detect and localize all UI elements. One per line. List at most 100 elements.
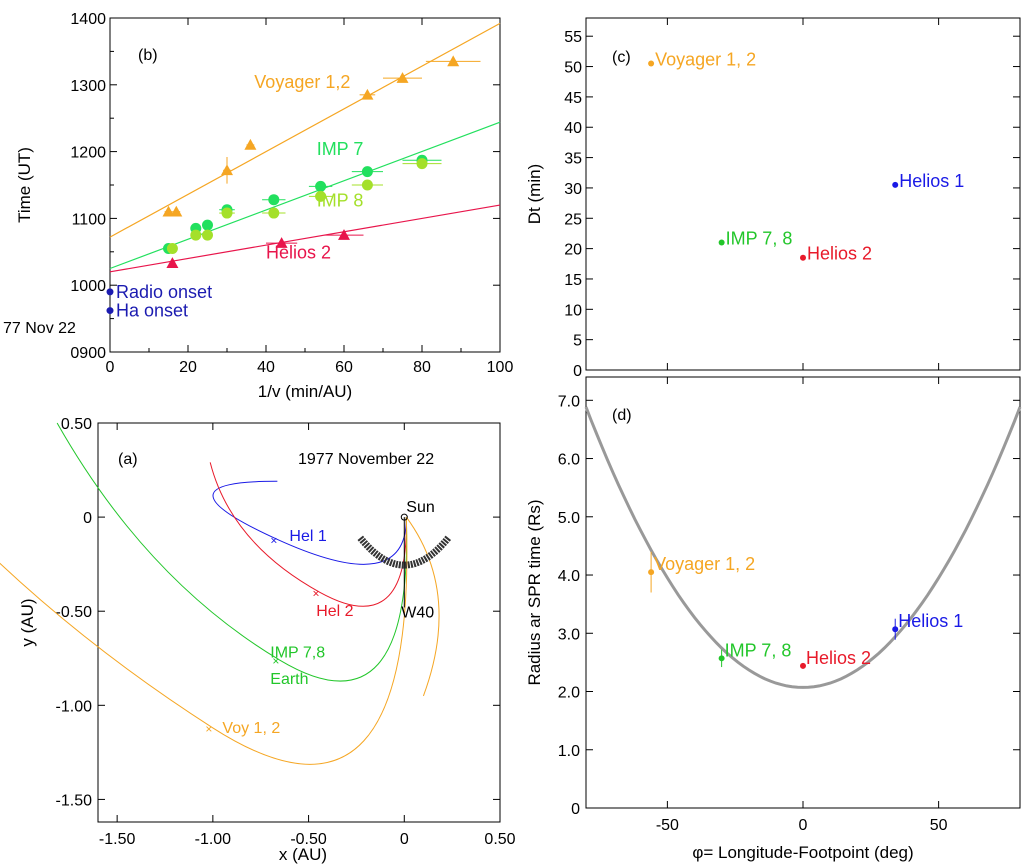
point-label: Helios 1 <box>898 611 963 631</box>
date-label: 77 Nov 22 <box>3 320 76 337</box>
data-point <box>162 205 175 217</box>
y-tick-label: 15 <box>564 272 582 289</box>
y-tick-label: 0 <box>573 363 582 380</box>
fit-line <box>109 204 501 273</box>
y-tick-label: 0 <box>83 510 92 527</box>
y-tick-label: 20 <box>564 242 582 259</box>
earth-label: Earth <box>270 671 308 688</box>
onset-marker <box>106 288 114 296</box>
x-tick-label: 0 <box>400 831 409 848</box>
data-point <box>447 55 460 67</box>
sun-label: Sun <box>406 499 434 516</box>
field-line-arc <box>0 517 408 765</box>
field-line-arc <box>212 480 407 565</box>
x-axis-label: φ= Longitude-Footpoint (deg) <box>692 843 913 862</box>
data-point <box>648 60 655 67</box>
panel-c-frame <box>585 17 1021 371</box>
data-point <box>892 626 899 633</box>
y-tick-label: 1100 <box>72 211 107 228</box>
y-tick-label: -1.50 <box>56 792 93 809</box>
spacecraft-label: Hel 2 <box>316 603 353 620</box>
point-label: Helios 2 <box>806 648 871 668</box>
y-tick-label: 6.0 <box>558 452 580 469</box>
y-tick-label: 35 <box>564 151 582 168</box>
x-tick-label: 40 <box>257 359 275 376</box>
panel-a-frame <box>97 422 501 823</box>
y-tick-label: -1.00 <box>56 698 93 715</box>
data-point <box>202 229 213 241</box>
data-point <box>315 190 327 202</box>
y-tick-label: 0 <box>571 801 580 818</box>
y-axis-label: Radius ar SPR time (Rs) <box>525 499 544 685</box>
data-point <box>416 158 428 170</box>
y-tick-label: 4.0 <box>558 568 580 585</box>
spacecraft-label: Hel 1 <box>289 528 326 545</box>
data-point <box>361 88 374 100</box>
panel-label: (b) <box>138 47 158 64</box>
y-axis-label: y (AU) <box>18 598 37 646</box>
x-axis-label: 1/v (min/AU) <box>258 382 352 401</box>
y-tick-label: 50 <box>564 60 582 77</box>
x-tick-label: -0.50 <box>290 831 327 848</box>
field-line-arc <box>209 462 407 607</box>
x-tick-label: 50 <box>930 817 948 834</box>
y-tick-label: 25 <box>564 211 582 228</box>
x-tick-label: 80 <box>413 359 431 376</box>
spacecraft-marker: × <box>270 534 277 548</box>
x-tick-label: 0.50 <box>484 831 515 848</box>
point-label: Helios 2 <box>807 244 872 264</box>
data-point <box>275 237 288 248</box>
fit-line <box>109 22 501 238</box>
point-label: Helios 1 <box>899 171 964 191</box>
onset-label: Ha onset <box>116 301 188 321</box>
point-label: Voyager 1, 2 <box>655 50 756 70</box>
panel-b-time-vs-inverse-velocity: 0 20 40 60 80 100 0900 1000 1100 1200 1300 1400 1/v … <box>3 11 513 401</box>
data-point <box>800 662 806 669</box>
panel-d-radius-vs-longitude: -50 0 50 0 1.0 2.0 3.0 4.0 5.0 6.0 7.0 φ= Longitude… <box>525 376 1022 862</box>
data-point <box>396 72 409 83</box>
data-point <box>190 229 202 241</box>
series-label: Helios 2 <box>266 242 331 262</box>
data-point <box>361 179 373 191</box>
data-point <box>170 205 183 217</box>
panel-label: (c) <box>612 49 631 66</box>
series-label: IMP 7 <box>317 139 364 159</box>
y-tick-label: 7.0 <box>558 393 580 410</box>
y-tick-label: 1000 <box>70 278 106 295</box>
data-point <box>202 219 213 231</box>
data-point <box>166 242 178 254</box>
y-tick-label: 1400 <box>70 11 106 28</box>
y-tick-label: 30 <box>564 181 582 198</box>
x-tick-label: 100 <box>487 359 514 376</box>
spacecraft-marker: × <box>205 722 212 736</box>
data-point <box>800 254 806 261</box>
y-tick-label: 0900 <box>70 345 106 362</box>
onset-marker <box>106 307 114 315</box>
point-label: IMP 7, 8 <box>725 640 792 660</box>
panel-c-delay-vs-longitude: 0 5 10 15 20 25 30 35 40 45 50 55 Dt (min) (c) Voyager… <box>525 17 1021 380</box>
data-point <box>648 569 655 576</box>
data-point <box>221 207 233 219</box>
data-point <box>892 181 899 188</box>
y-tick-label: 55 <box>564 29 582 46</box>
y-tick-label: 3.0 <box>558 626 580 643</box>
y-tick-label: 1.0 <box>558 743 580 760</box>
panel-title: 1977 November 22 <box>298 451 434 468</box>
x-tick-label: 0 <box>799 817 808 834</box>
spacecraft-label: IMP 7,8 <box>270 645 325 662</box>
data-point <box>718 239 725 246</box>
x-tick-label: -1.50 <box>99 831 136 848</box>
data-point <box>268 207 280 219</box>
series-label: Voyager 1,2 <box>254 72 350 92</box>
data-point <box>166 257 179 268</box>
y-tick-label: 1300 <box>70 78 106 95</box>
y-tick-label: 40 <box>564 120 582 137</box>
spacecraft-label: Voy 1, 2 <box>222 720 280 737</box>
y-tick-label: 5.0 <box>558 510 580 527</box>
y-axis-label: Time (UT) <box>15 147 34 223</box>
x-tick-label: 20 <box>179 359 197 376</box>
data-point <box>268 194 280 206</box>
x-tick-label: -50 <box>656 817 679 834</box>
y-tick-label: 5 <box>573 333 582 350</box>
